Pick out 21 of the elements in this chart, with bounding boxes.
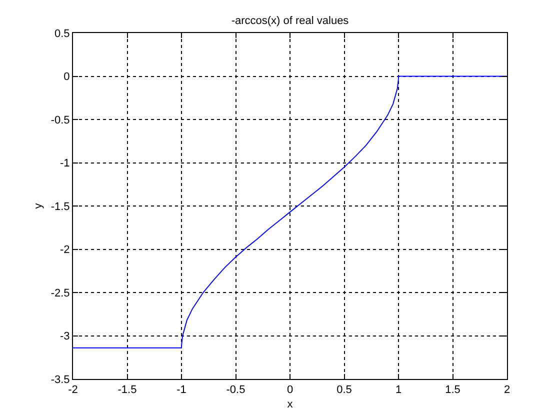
y-tick-label: -3 (60, 330, 70, 343)
y-tick-label: 0 (64, 71, 70, 84)
x-tick-label: 0.5 (336, 384, 352, 396)
y-tick-label: -2 (60, 244, 70, 256)
x-tick-label: -2 (68, 384, 78, 396)
y-tick-label: -3.5 (50, 374, 70, 386)
x-axis-title: x (287, 398, 294, 410)
chart-title: -arccos(x) of real values (231, 14, 350, 27)
x-tick-label: -1.5 (118, 384, 137, 396)
x-tick-label: 0 (286, 384, 294, 396)
y-tick-label: -1.5 (50, 200, 70, 213)
x-tick-label: -1 (176, 384, 186, 396)
x-tick-label: 1.5 (445, 384, 460, 396)
x-tick-label: 2 (504, 384, 510, 396)
y-tick-label: -1 (60, 158, 70, 170)
x-tick-label: -0.5 (226, 384, 246, 396)
y-tick-label: -0.5 (50, 114, 70, 126)
y-tick-label: 0.5 (54, 28, 70, 40)
x-tick-label: 1 (395, 384, 402, 396)
y-tick-label: -2.5 (50, 287, 70, 300)
y-axis-title: y (32, 202, 44, 209)
